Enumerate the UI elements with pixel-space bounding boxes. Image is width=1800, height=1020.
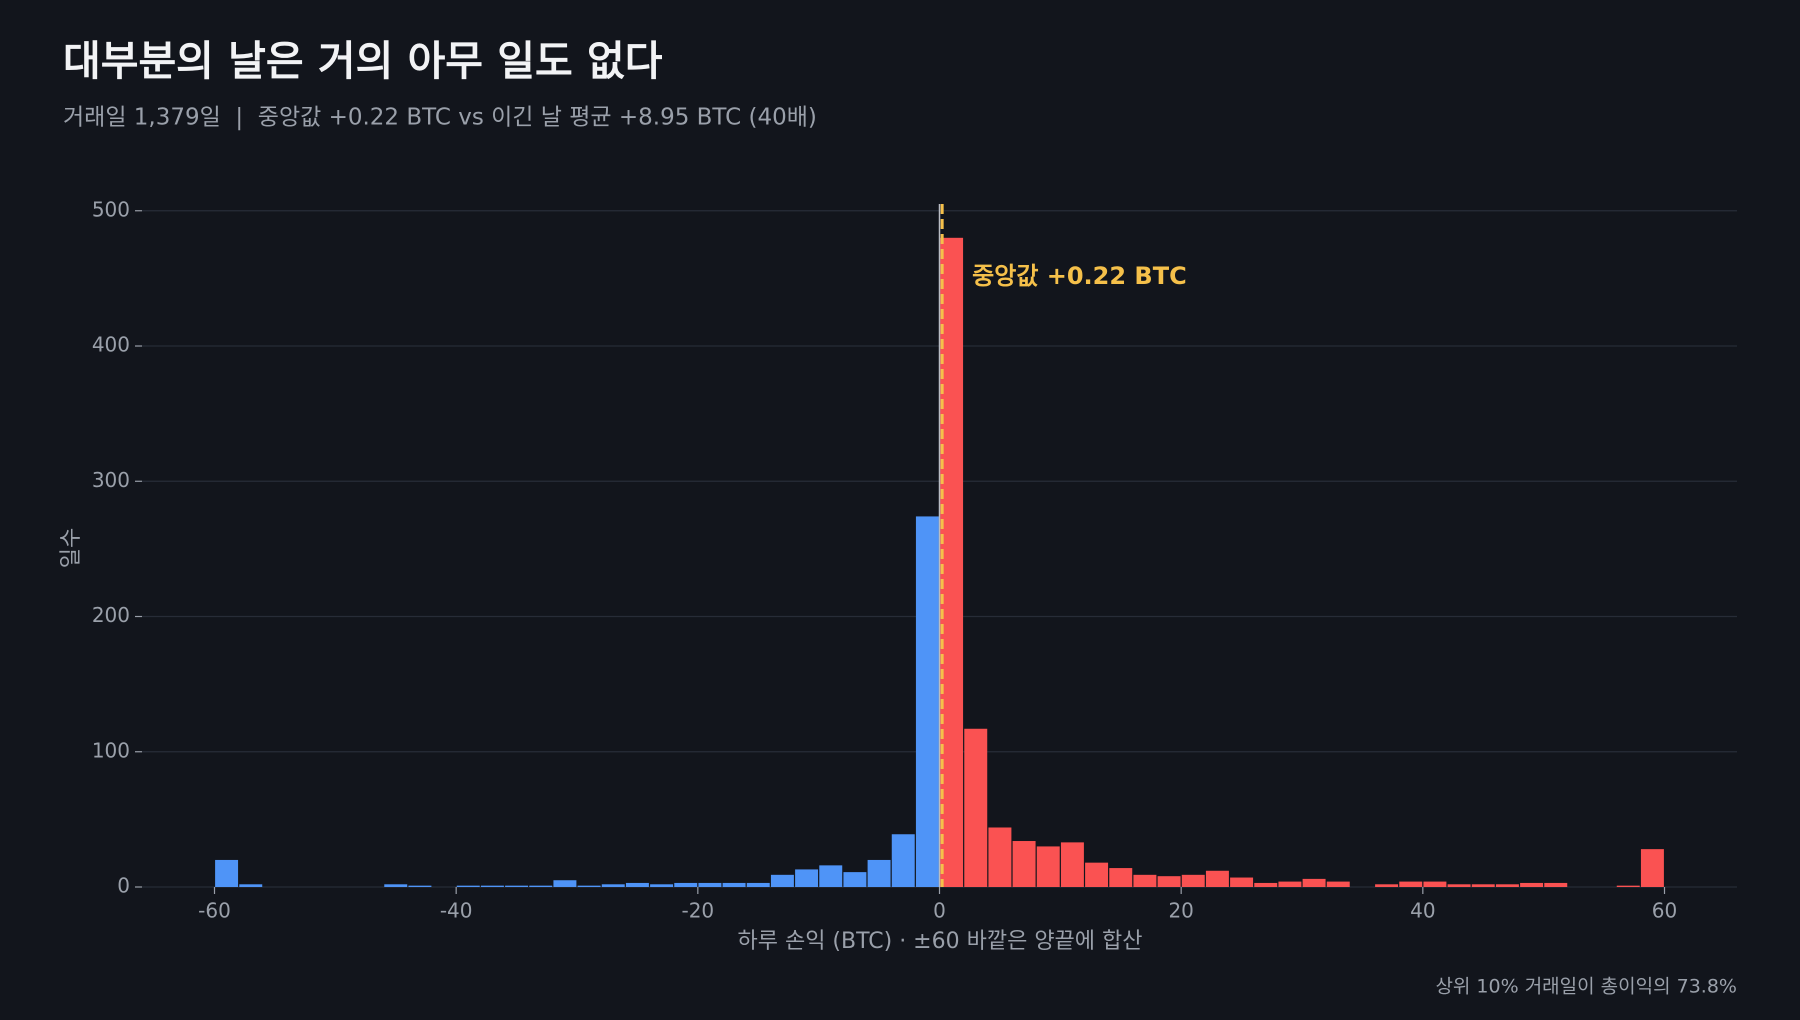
bar [1302,878,1326,887]
y-tick-label: 0 [117,874,130,898]
bar [1254,882,1278,887]
bar [1012,841,1036,887]
bar [408,885,432,887]
bar [795,869,819,887]
x-tick-label: -20 [681,899,714,923]
bar [480,885,504,887]
bar [1423,881,1447,887]
bar [1133,874,1157,887]
bar [1640,849,1664,887]
bar [1399,881,1423,887]
bar [1447,884,1471,887]
bar [867,859,891,887]
bar [722,882,746,887]
chart-subtitle: 거래일 1,379일 | 중앙값 +0.22 BTC vs 이긴 날 평균 +8… [63,105,817,131]
bar [384,884,408,887]
bar [529,885,553,887]
bar [1471,884,1495,887]
bar [1157,876,1181,887]
bar [456,885,480,887]
bar [625,882,649,887]
bar [215,859,239,887]
bar [1181,874,1205,887]
bar [650,884,674,887]
bar [601,884,625,887]
bar [940,237,964,887]
bar [843,872,867,887]
chart-title: 대부분의 날은 거의 아무 일도 없다 [63,37,663,85]
x-tick-label: 0 [933,899,946,923]
bar [1375,884,1399,887]
bar [1278,881,1302,887]
x-tick-label: 20 [1168,899,1193,923]
y-tick-label: 100 [92,738,130,762]
bar [553,880,577,887]
bar [1205,870,1229,887]
bar [1230,877,1254,887]
x-tick-label: 60 [1652,899,1677,923]
bar [915,516,939,887]
x-axis-label: 하루 손익 (BTC) · ±60 바깥은 양끝에 합산 [737,929,1142,954]
bar [505,885,529,887]
bar [1520,882,1544,887]
y-tick-label: 500 [92,197,130,221]
bar [1326,881,1350,887]
median-annotation: 중앙값 +0.22 BTC [972,262,1187,290]
bar [239,884,263,887]
bar [891,834,915,887]
bar [1109,868,1133,887]
y-tick-label: 300 [92,468,130,492]
x-tick-label: -40 [440,899,473,923]
bar [577,885,601,887]
y-tick-label: 200 [92,603,130,627]
bar [1036,846,1060,887]
bar [1544,882,1568,887]
x-tick-label: -60 [198,899,231,923]
x-tick-label: 40 [1410,899,1435,923]
y-tick-label: 400 [92,333,130,357]
bar [746,882,770,887]
bar [1060,842,1084,887]
bar [698,882,722,887]
bar [770,874,794,887]
bar [819,865,843,887]
bar [988,827,1012,887]
bar [1616,885,1640,887]
y-axis-label: 일수 [59,528,84,568]
bar [674,882,698,887]
footnote: 상위 10% 거래일이 총이익의 73.8% [1435,976,1737,998]
bar [1085,862,1109,887]
bar [964,728,988,887]
bar [1495,884,1519,887]
